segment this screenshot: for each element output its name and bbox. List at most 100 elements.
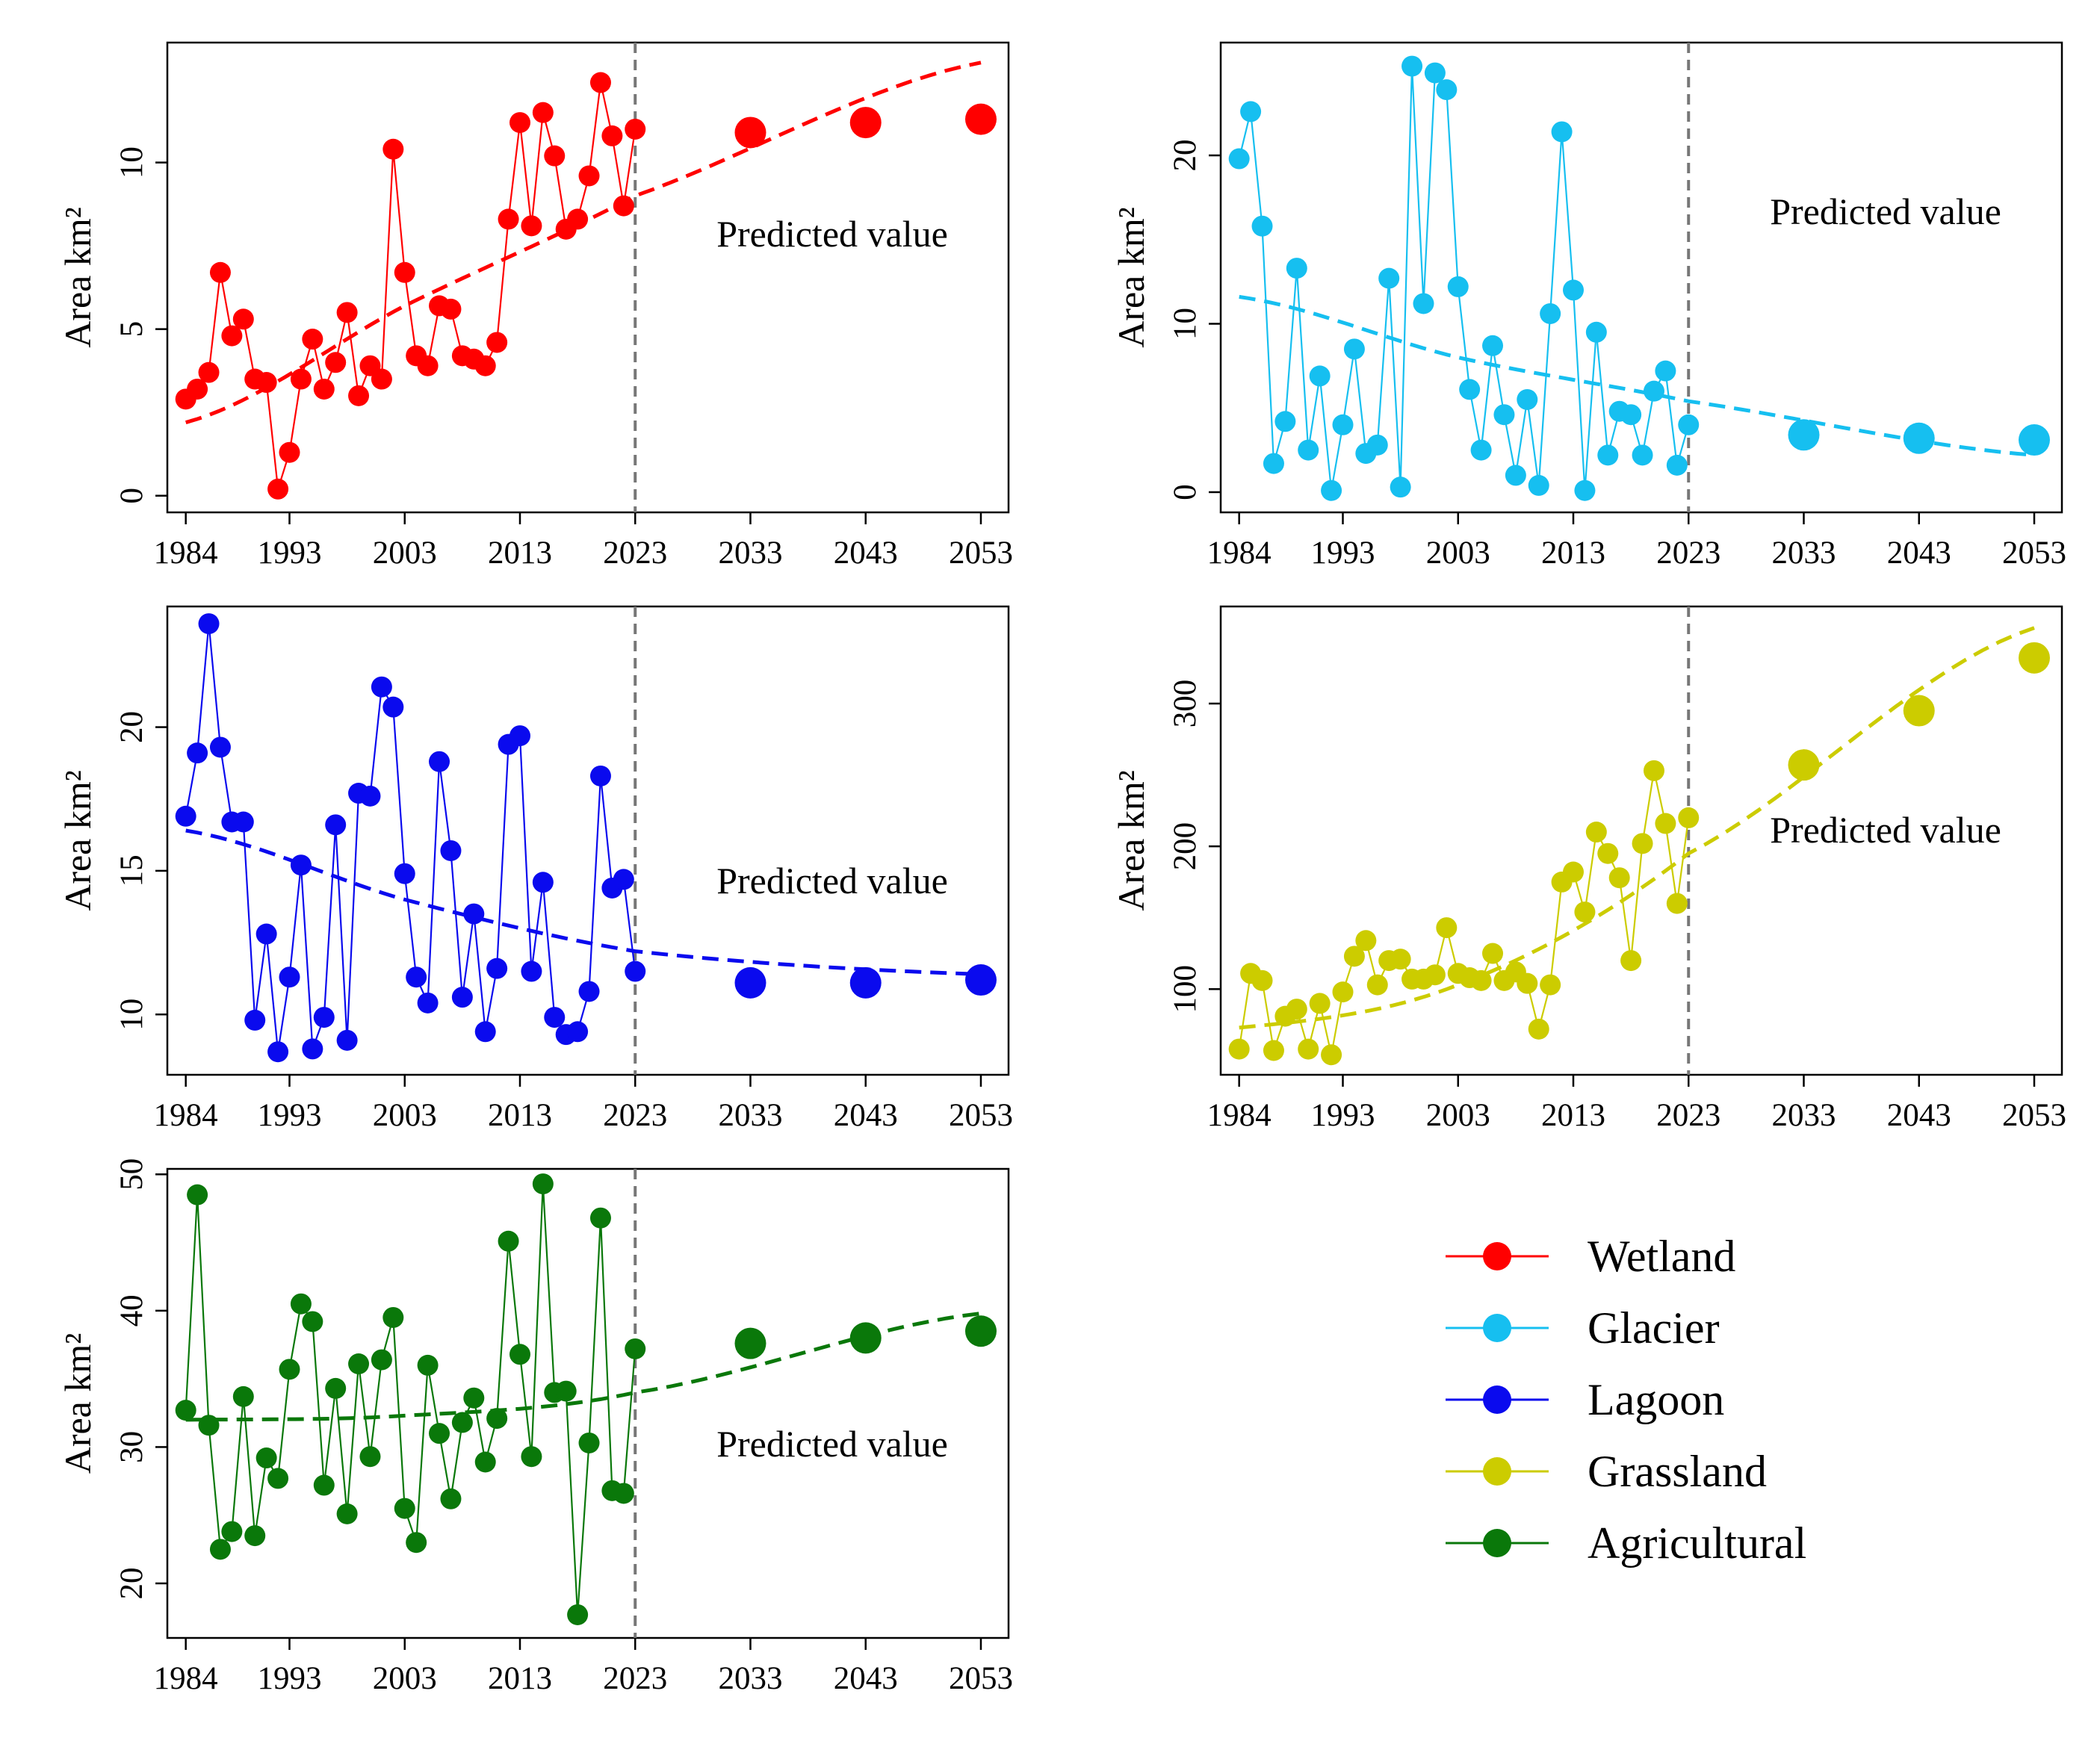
y-tick-label: 100	[1168, 965, 1203, 1014]
data-point	[521, 961, 542, 982]
chart-panel-grassland: 1984 1993 2003 2013 2023 2033 2043 2053 100 200 30…	[1110, 605, 2066, 1133]
y-tick-label: 10	[1168, 308, 1203, 340]
x-tick-label: 2053	[949, 536, 1013, 571]
legend: Wetland Glacier Lagoon Grassland Agricultura…	[1446, 1232, 1806, 1568]
data-point	[474, 1451, 496, 1473]
data-point	[1620, 404, 1642, 426]
data-point	[313, 1007, 335, 1028]
data-point	[1286, 999, 1307, 1020]
data-point	[1655, 360, 1676, 382]
data-point	[394, 1498, 415, 1519]
data-point	[1309, 993, 1331, 1014]
x-tick-label: 2023	[603, 1098, 667, 1133]
data-point	[451, 1412, 473, 1433]
data-point	[440, 298, 462, 320]
data-point	[578, 1432, 600, 1453]
data-point	[625, 118, 646, 140]
x-tick-label: 1993	[258, 536, 322, 571]
data-point	[417, 992, 439, 1014]
data-point	[498, 1230, 519, 1252]
x-tick-label: 2043	[1887, 536, 1951, 571]
x-tick-label: 1984	[154, 1098, 218, 1133]
data-point	[589, 765, 611, 786]
data-point	[1540, 974, 1561, 996]
x-tick-label: 2053	[2002, 536, 2066, 571]
predicted-value-label: Predicted value	[716, 860, 948, 901]
plot-frame	[166, 605, 1010, 1076]
legend-marker	[1483, 1529, 1511, 1557]
x-tick-label: 2033	[718, 536, 782, 571]
data-point	[232, 811, 254, 833]
legend-label: Wetland	[1588, 1232, 1735, 1281]
legend-item-wetland: Wetland	[1446, 1232, 1735, 1281]
predicted-point	[964, 964, 997, 996]
data-point	[1528, 1018, 1549, 1040]
data-point	[417, 355, 439, 376]
data-point	[1470, 439, 1492, 461]
data-point	[463, 903, 485, 925]
data-point	[613, 195, 634, 217]
y-tick-label: 0	[1168, 484, 1203, 500]
x-tick-label: 2033	[1771, 536, 1836, 571]
data-point	[1678, 414, 1700, 435]
legend-item-grassland: Grassland	[1446, 1447, 1767, 1496]
y-axis-title: Area km²	[1110, 770, 1152, 911]
predicted-point	[734, 117, 766, 149]
x-tick-label: 2023	[1656, 536, 1720, 571]
predicted-point	[849, 966, 882, 999]
data-point	[1228, 1038, 1250, 1060]
plot-frame	[1219, 41, 2063, 514]
x-tick-label: 2043	[834, 536, 898, 571]
legend-marker	[1483, 1314, 1511, 1342]
data-point	[394, 863, 415, 884]
legend-item-agricultural: Agricultural	[1446, 1518, 1806, 1568]
data-point	[1608, 867, 1630, 889]
data-point	[1505, 465, 1526, 486]
data-point	[567, 1021, 589, 1043]
data-point	[1643, 760, 1664, 781]
data-point	[1332, 981, 1354, 1003]
predicted-value-label: Predicted value	[1770, 809, 2001, 851]
data-point	[1251, 215, 1273, 237]
data-point	[1528, 474, 1549, 496]
data-point	[532, 872, 554, 893]
data-point	[589, 1207, 611, 1229]
x-tick-label: 2023	[603, 1661, 667, 1696]
data-point	[1620, 950, 1642, 972]
y-tick-label: 200	[1168, 822, 1203, 871]
data-point	[221, 325, 243, 347]
data-point	[187, 1184, 208, 1205]
data-point	[1517, 972, 1538, 994]
data-point	[1286, 258, 1307, 279]
data-point	[509, 1344, 530, 1365]
x-tick-label: 2003	[373, 536, 437, 571]
data-point	[209, 736, 231, 758]
x-tick-label: 2013	[488, 1098, 552, 1133]
x-tick-label: 1993	[258, 1098, 322, 1133]
data-point	[313, 378, 335, 400]
data-point	[279, 1359, 300, 1380]
x-tick-label: 2033	[718, 1098, 782, 1133]
data-point	[244, 1009, 266, 1031]
y-tick-label: 20	[1168, 140, 1203, 172]
data-point	[1424, 964, 1446, 986]
data-point	[1655, 813, 1676, 834]
data-point	[1390, 477, 1411, 498]
predicted-point	[849, 1322, 882, 1354]
predicted-value-label: Predicted value	[716, 213, 948, 255]
data-point	[1597, 842, 1619, 864]
trend-line	[185, 1312, 982, 1422]
x-tick-label: 2013	[1541, 1098, 1605, 1133]
data-point	[244, 1525, 266, 1547]
legend-marker	[1483, 1385, 1511, 1414]
x-tick-label: 1984	[1207, 1098, 1272, 1133]
data-point	[325, 352, 347, 373]
legend-item-lagoon: Lagoon	[1446, 1375, 1724, 1424]
data-point	[1562, 279, 1584, 301]
data-point	[567, 1604, 589, 1625]
x-tick-label: 2003	[373, 1661, 437, 1696]
predicted-point	[964, 1315, 997, 1347]
data-point	[1482, 943, 1504, 964]
y-tick-label: 20	[114, 711, 149, 743]
data-point	[613, 1483, 634, 1504]
